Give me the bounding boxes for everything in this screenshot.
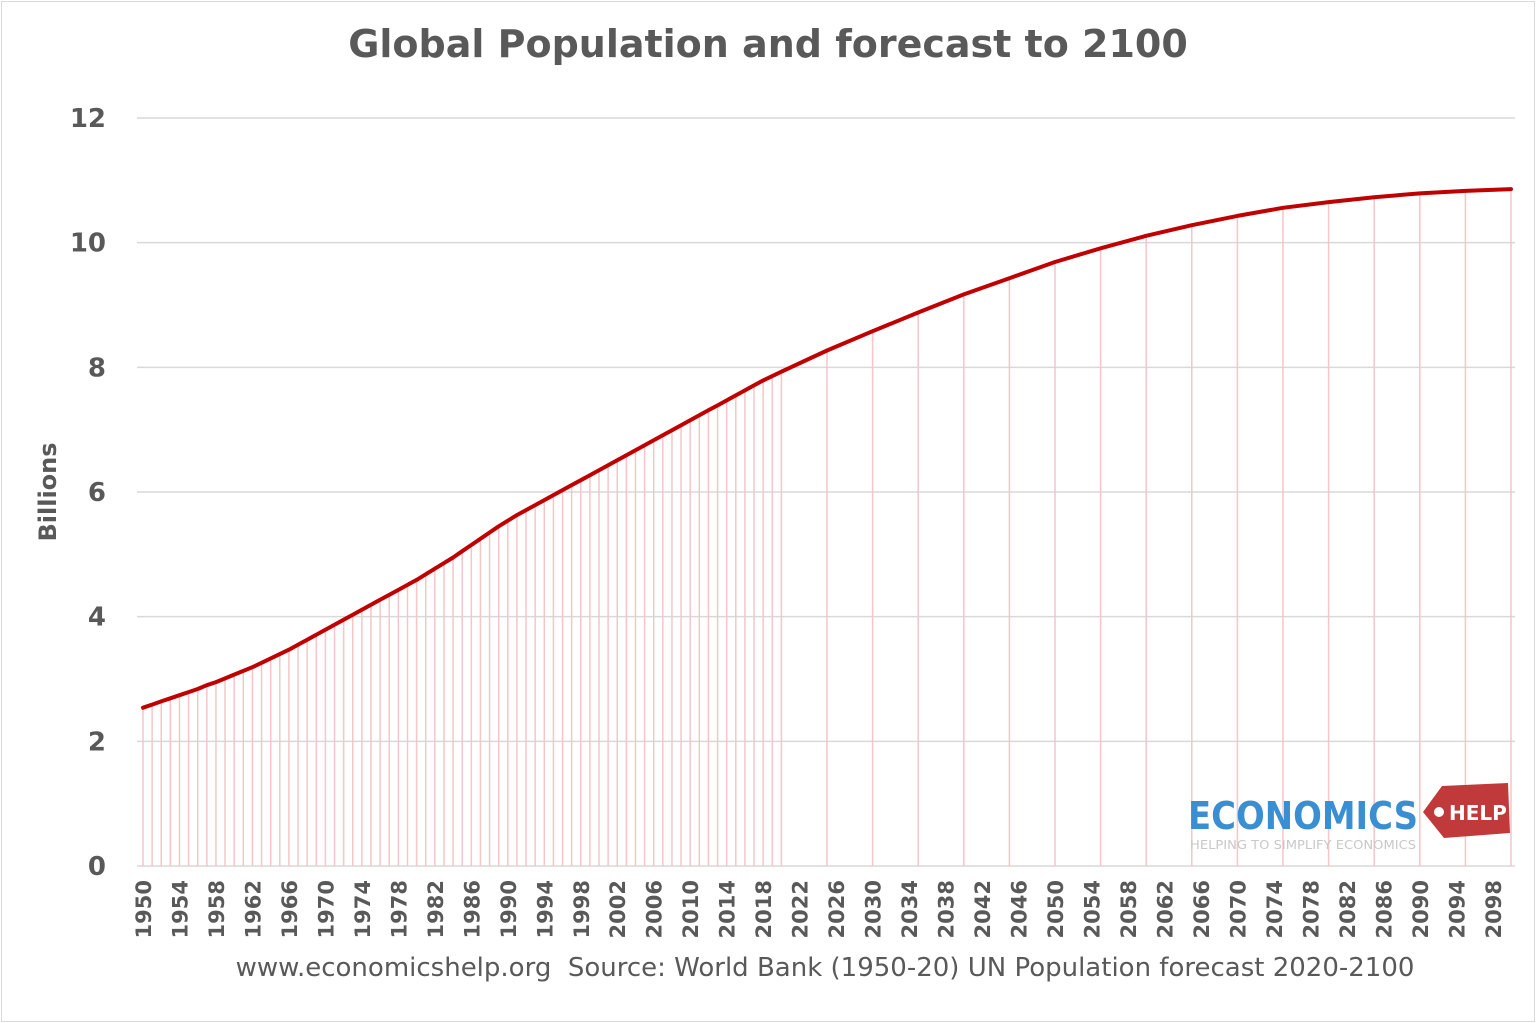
x-tick-label: 1978 <box>387 880 411 938</box>
x-tick-label: 1990 <box>497 880 521 938</box>
x-tick-label: 1950 <box>132 880 156 938</box>
y-tick-label: 10 <box>70 229 106 259</box>
x-tick-label: 2046 <box>1008 880 1032 938</box>
y-tick-label: 4 <box>88 603 106 633</box>
x-tick-label: 2078 <box>1299 880 1323 938</box>
x-tick-label: 2054 <box>1080 880 1104 938</box>
x-tick-label: 2050 <box>1044 880 1068 938</box>
x-tick-label: 1970 <box>314 880 338 938</box>
x-tick-label: 2090 <box>1409 880 1433 938</box>
x-tick-label: 2042 <box>971 880 995 938</box>
x-tick-label: 2066 <box>1190 880 1214 938</box>
y-tick-label: 6 <box>88 478 106 508</box>
x-tick-label: 1998 <box>570 880 594 938</box>
x-tick-label: 2074 <box>1263 880 1287 938</box>
x-tick-label: 2062 <box>1153 880 1177 938</box>
x-tick-label: 1986 <box>460 880 484 938</box>
y-tick-label: 12 <box>70 104 106 134</box>
x-tick-label: 2058 <box>1117 880 1141 938</box>
x-tick-label: 2006 <box>643 880 667 938</box>
x-tick-label: 1962 <box>241 880 265 938</box>
x-tick-label: 2022 <box>789 880 813 938</box>
x-tick-label: 2038 <box>935 880 959 938</box>
x-tick-label: 2086 <box>1372 880 1396 938</box>
x-tick-label: 2094 <box>1445 880 1469 938</box>
x-tick-label: 1994 <box>533 880 557 938</box>
y-tick-label: 8 <box>88 353 106 383</box>
chart-footer: www.economicshelp.org Source: World Bank… <box>235 953 1415 983</box>
x-tick-label: 2030 <box>862 880 886 938</box>
x-tick-label: 2098 <box>1482 880 1506 938</box>
x-tick-label: 1982 <box>424 880 448 938</box>
x-tick-label: 1958 <box>205 880 229 938</box>
x-tick-label: 1974 <box>351 880 375 938</box>
x-tick-label: 2002 <box>606 880 630 938</box>
x-tick-label: 2070 <box>1226 880 1250 938</box>
x-tick-label: 2014 <box>716 880 740 938</box>
population-series-line <box>141 187 1513 710</box>
x-tick-label: 2034 <box>898 880 922 938</box>
x-tick-label: 2018 <box>752 880 776 938</box>
x-tick-label: 1954 <box>168 880 192 938</box>
y-tick-label: 0 <box>88 852 106 882</box>
x-tick-label: 2010 <box>679 880 703 938</box>
x-tick-label: 2026 <box>825 880 849 938</box>
x-tick-label: 1966 <box>278 880 302 938</box>
y-tick-label: 2 <box>88 727 106 757</box>
x-tick-label: 2082 <box>1336 880 1360 938</box>
chart-title: Global Population and forecast to 2100 <box>348 22 1188 66</box>
